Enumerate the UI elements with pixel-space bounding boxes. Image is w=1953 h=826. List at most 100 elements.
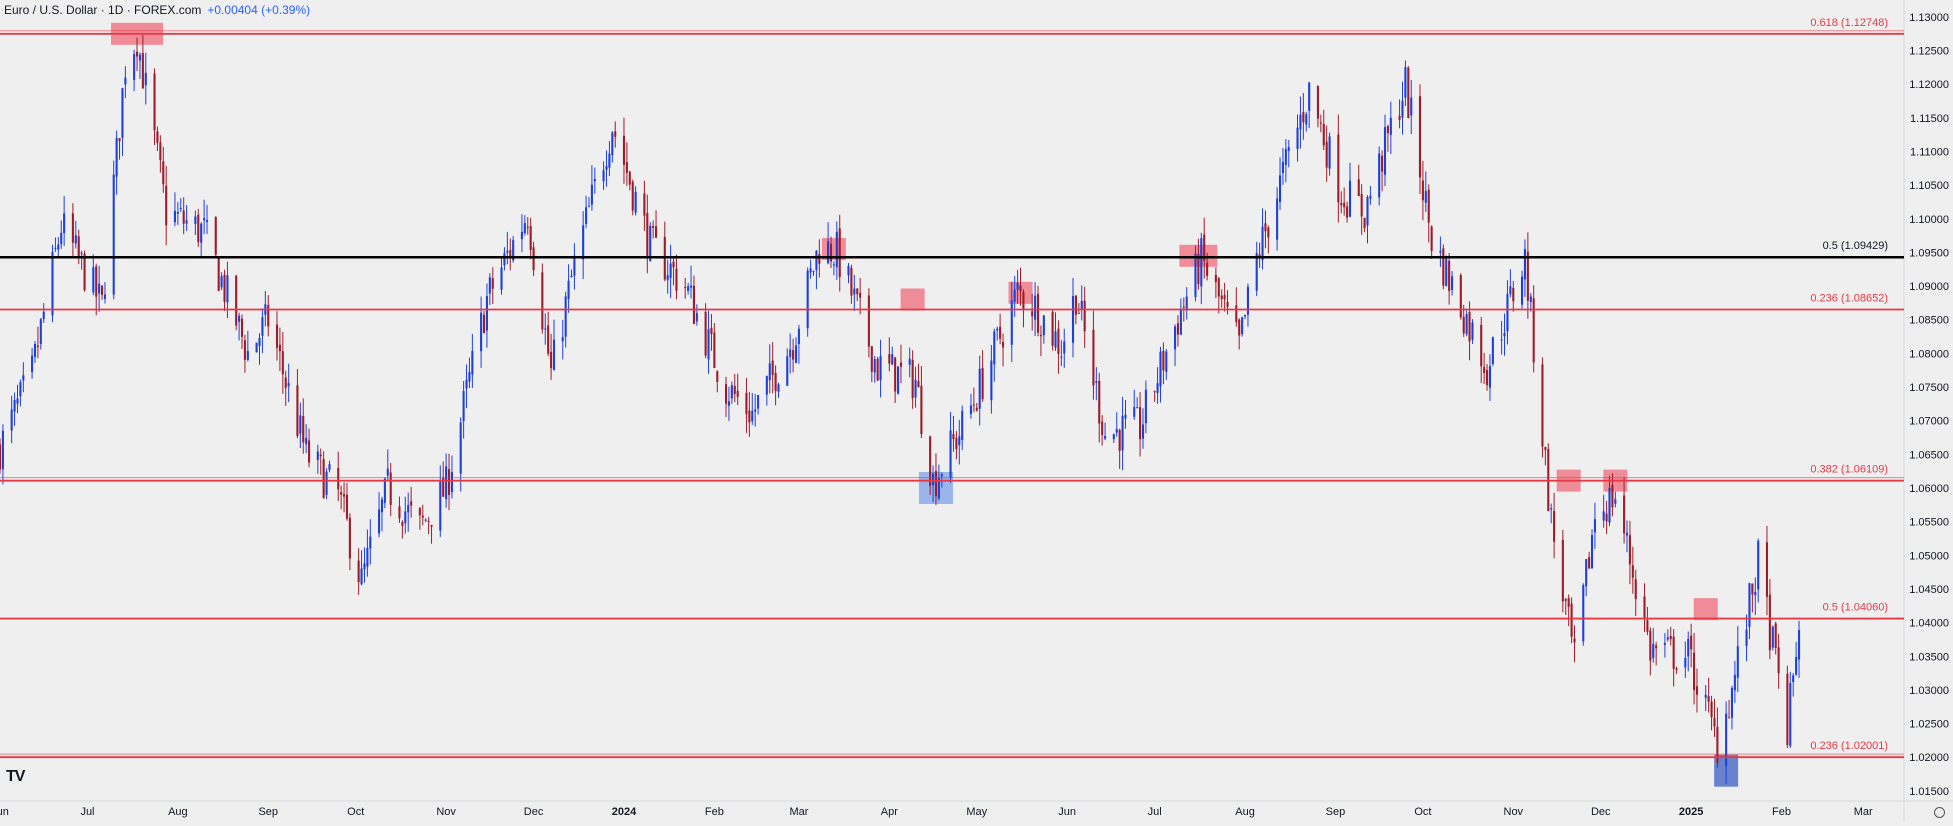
- candle-body: [1512, 287, 1515, 302]
- candle-body: [220, 276, 223, 288]
- candle-body: [745, 392, 748, 415]
- candle-body: [57, 244, 60, 250]
- candle-body: [1789, 683, 1792, 747]
- candle-body: [176, 211, 179, 214]
- candle-body: [1728, 717, 1731, 719]
- time-tick-label: Apr: [881, 806, 898, 818]
- time-tick-label: Jul: [80, 806, 94, 818]
- candle-body: [340, 492, 343, 495]
- candle-body: [1500, 339, 1503, 341]
- candle-body: [185, 220, 188, 224]
- candle-body: [1278, 175, 1282, 203]
- candle-body: [1366, 197, 1369, 226]
- candle-body: [1459, 275, 1462, 318]
- candle-body: [870, 346, 873, 372]
- candle-body: [1707, 696, 1710, 702]
- candle-body: [243, 340, 246, 360]
- candle-body: [141, 53, 144, 89]
- candle-body: [299, 415, 302, 434]
- candle-body: [1214, 274, 1217, 283]
- candle-body: [1614, 499, 1617, 504]
- candle-body: [1063, 341, 1066, 354]
- candle-body: [316, 451, 319, 461]
- candle-body: [1378, 153, 1381, 198]
- candle-body: [197, 214, 200, 243]
- candle-body: [491, 278, 494, 289]
- candle-body: [643, 193, 646, 216]
- candle-body: [278, 344, 281, 352]
- candle-body: [1179, 309, 1182, 335]
- candle-body: [427, 520, 430, 522]
- candle-body: [1261, 226, 1264, 261]
- candle-body: [786, 356, 789, 386]
- candle-body: [832, 264, 835, 266]
- candle-body: [1302, 112, 1305, 123]
- tradingview-logo[interactable]: TV: [6, 768, 25, 785]
- candle-body: [777, 384, 780, 392]
- candle-body: [689, 285, 693, 288]
- candle-body: [1401, 100, 1404, 118]
- candle-body: [1631, 565, 1634, 578]
- candle-body: [1777, 647, 1780, 674]
- candle-body: [704, 311, 707, 356]
- candle-body: [1593, 519, 1596, 533]
- candle-body: [144, 72, 147, 86]
- candle-body: [1605, 513, 1608, 522]
- price-tick-label: 1.11000: [1910, 146, 1949, 158]
- candle-body: [445, 466, 448, 500]
- candle-body: [1139, 407, 1142, 440]
- candle-body: [267, 305, 270, 327]
- candle-body: [937, 477, 940, 499]
- candle-body: [1308, 82, 1311, 111]
- candle-body: [1590, 535, 1594, 569]
- candle-body: [1267, 227, 1270, 238]
- candle-body: [506, 250, 509, 253]
- symbol-header[interactable]: Euro / U.S. Dollar · 1D · FOREX.com +0.00…: [4, 3, 310, 17]
- candle-body: [829, 243, 833, 262]
- candle-body: [319, 454, 322, 457]
- candle-body: [1611, 485, 1614, 508]
- candle-body: [1675, 668, 1678, 670]
- price-tick-label: 1.02000: [1909, 752, 1949, 764]
- level-label: 0.5 (1.09429): [1823, 240, 1888, 252]
- candle-body: [899, 362, 903, 367]
- candle-body: [19, 382, 22, 397]
- candle-body: [1695, 686, 1699, 695]
- candle-body: [1299, 114, 1302, 130]
- candle-body: [1001, 342, 1005, 348]
- candle-body: [859, 292, 862, 298]
- candle-body: [1427, 189, 1430, 223]
- candle-body: [716, 371, 719, 382]
- level-label: 0.236 (1.02001): [1810, 740, 1888, 752]
- candle-body: [418, 508, 421, 516]
- candle-body: [503, 253, 506, 266]
- candles-layer: [0, 35, 1801, 784]
- price-axis: 1.13000 1.12500 1.12000 1.11500 1.11000 1.105…: [1909, 12, 1949, 798]
- candle-body: [934, 470, 938, 497]
- candle-body: [1060, 356, 1063, 358]
- symbol-title[interactable]: Euro / U.S. Dollar · 1D · FOREX.com: [4, 3, 202, 17]
- settings-gear-icon[interactable]: [1934, 807, 1945, 818]
- candle-body: [593, 179, 596, 182]
- candle-body: [552, 339, 556, 370]
- candle-body: [16, 398, 19, 404]
- candle-body: [459, 422, 462, 474]
- time-tick-label: Jun: [0, 806, 9, 818]
- candle-body: [223, 274, 226, 302]
- candle-body: [115, 138, 118, 177]
- candle-body: [707, 329, 710, 360]
- price-tick-label: 1.05000: [1909, 550, 1949, 562]
- candle-body: [1363, 217, 1366, 229]
- candle-body: [611, 132, 614, 156]
- candle-body: [1488, 366, 1492, 388]
- candle-body: [182, 210, 185, 224]
- candle-body: [561, 337, 564, 342]
- candle-body: [1255, 253, 1258, 291]
- candle-body: [1786, 673, 1789, 746]
- candle-body: [51, 252, 54, 316]
- candle-body: [1792, 675, 1795, 682]
- candle-body: [1176, 323, 1180, 335]
- candle-body: [999, 326, 1002, 339]
